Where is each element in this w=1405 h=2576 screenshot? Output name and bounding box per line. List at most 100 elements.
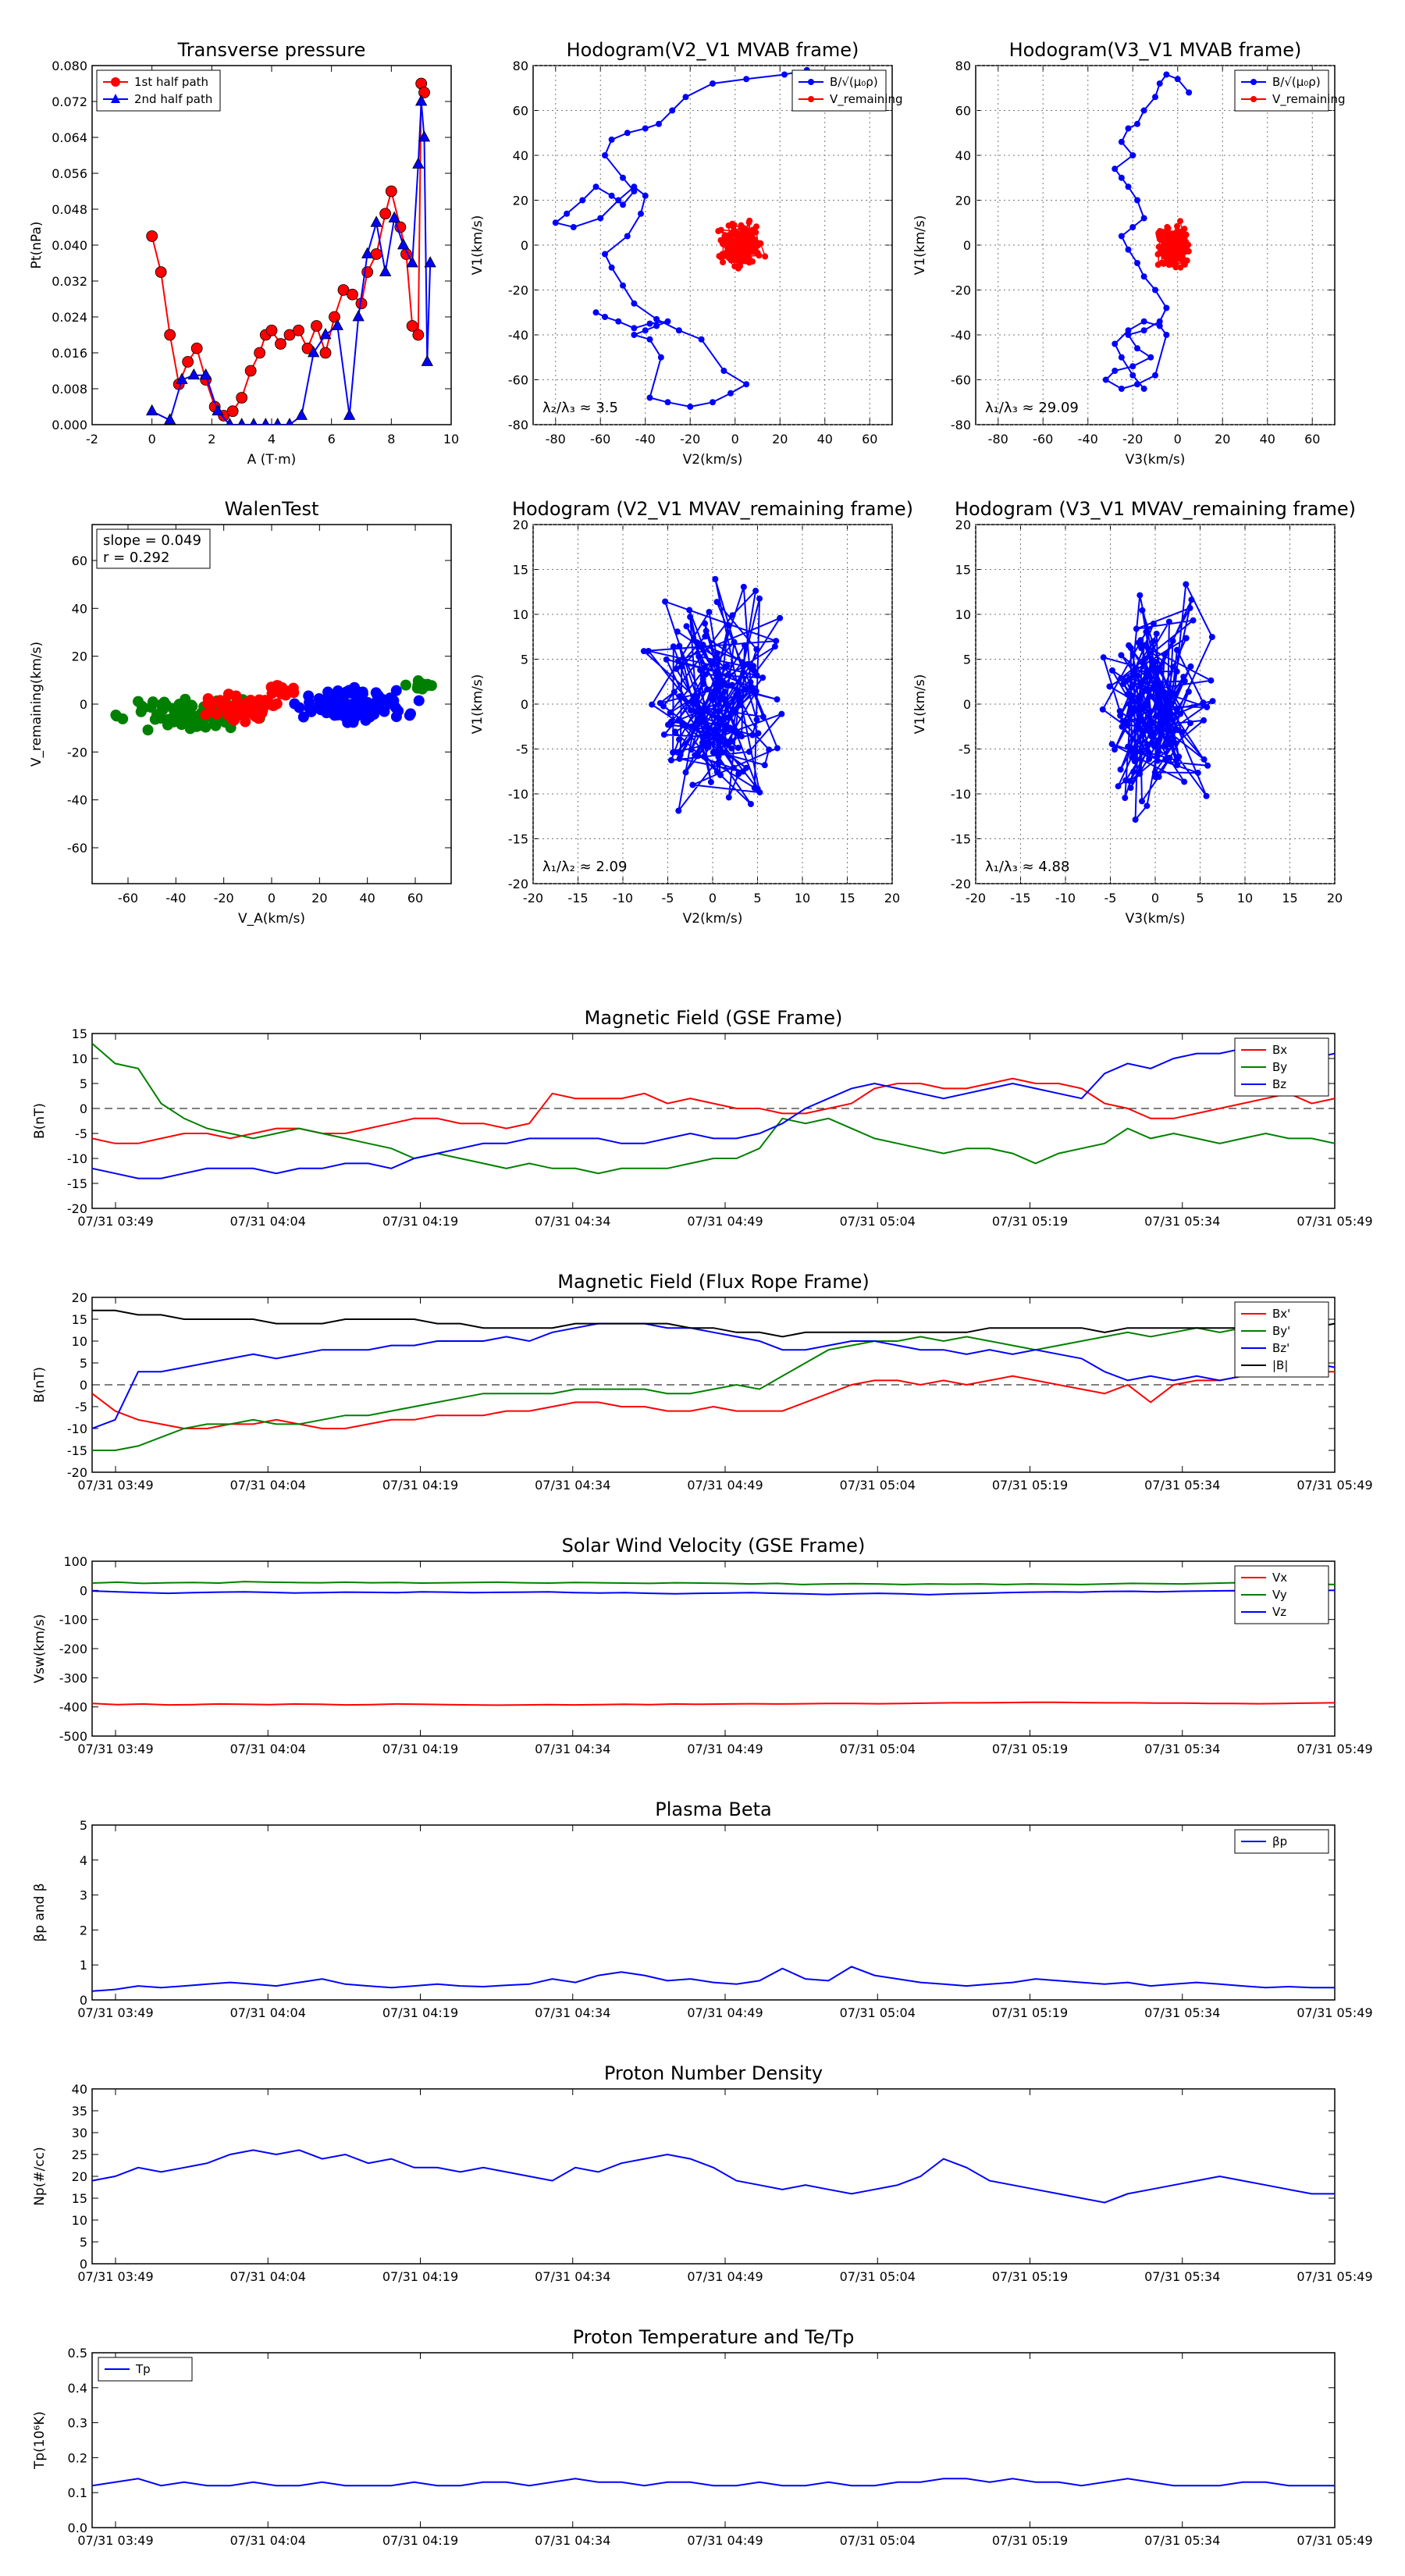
y-axis-label: V1(km/s) bbox=[470, 215, 486, 276]
data-point bbox=[734, 233, 741, 240]
y-axis-label: V_remaining(km/s) bbox=[29, 642, 44, 767]
data-point bbox=[631, 325, 638, 332]
data-point bbox=[662, 598, 669, 605]
data-point bbox=[237, 418, 246, 425]
chart-6: Magnetic Field (GSE Frame) -20 -15 -10 -5 0 5 1… bbox=[32, 1007, 1373, 1229]
data-point bbox=[1155, 749, 1162, 756]
series-line bbox=[92, 2149, 1335, 2204]
data-point bbox=[1170, 738, 1177, 745]
data-point bbox=[1163, 304, 1170, 311]
data-point bbox=[1181, 778, 1188, 785]
x-tick-label: 10 bbox=[443, 432, 459, 447]
x-tick-label: 07/31 04:34 bbox=[535, 1478, 610, 1493]
data-point bbox=[1188, 596, 1195, 603]
y-tick-label: 40 bbox=[955, 148, 971, 163]
y-axis-label: Tp(10⁶K) bbox=[32, 2411, 48, 2470]
data-point bbox=[1152, 286, 1158, 294]
data-point bbox=[155, 266, 167, 278]
data-point bbox=[162, 714, 174, 726]
y-tick-label: -10 bbox=[951, 787, 971, 802]
data-point bbox=[759, 674, 767, 681]
x-tick-label: 40 bbox=[817, 432, 833, 447]
legend-label: 2nd half path bbox=[134, 92, 212, 106]
data-point bbox=[695, 703, 702, 710]
data-point bbox=[1133, 625, 1140, 632]
data-point bbox=[723, 714, 730, 721]
y-tick-label: 60 bbox=[955, 104, 971, 119]
x-tick-label: 07/31 05:19 bbox=[992, 2269, 1068, 2284]
chart-5: Hodogram (V3_V1 MVAV_remaining frame) -20… bbox=[912, 498, 1356, 927]
x-tick-label: 07/31 03:49 bbox=[77, 2005, 153, 2020]
chart-title: Hodogram (V3_V1 MVAV_remaining frame) bbox=[955, 498, 1356, 520]
y-tick-label: -60 bbox=[951, 373, 971, 388]
data-point bbox=[676, 642, 683, 649]
plot-area bbox=[92, 1043, 1335, 1179]
data-point bbox=[1154, 757, 1161, 764]
data-point bbox=[670, 688, 678, 696]
data-point bbox=[1148, 693, 1155, 700]
y-tick-label: 10 bbox=[72, 1051, 87, 1066]
chart-9: Plasma Beta 0 1 2 3 4 5 07/31 03:49 07/31 04:04 0… bbox=[32, 1799, 1373, 2020]
y-tick-label: 0.064 bbox=[52, 130, 87, 145]
series-line bbox=[151, 83, 425, 417]
series-line bbox=[92, 1371, 1335, 1429]
data-point bbox=[1204, 762, 1211, 769]
data-point bbox=[1159, 251, 1166, 258]
y-tick-label: -200 bbox=[59, 1642, 87, 1656]
x-tick-label: 20 bbox=[1327, 891, 1343, 906]
data-point bbox=[226, 418, 234, 425]
data-point bbox=[737, 702, 744, 709]
chart-title: WalenTest bbox=[225, 498, 319, 520]
x-tick-label: 07/31 04:19 bbox=[382, 1214, 458, 1229]
data-point bbox=[754, 785, 761, 792]
data-point bbox=[672, 728, 679, 735]
data-point bbox=[602, 251, 608, 258]
data-point bbox=[236, 392, 248, 404]
data-point bbox=[748, 683, 755, 690]
legend-marker bbox=[1250, 79, 1257, 85]
y-tick-label: 15 bbox=[513, 563, 528, 578]
legend-label: Bx bbox=[1272, 1043, 1287, 1057]
y-tick-label: 0.0 bbox=[68, 2521, 87, 2535]
plot-frame bbox=[91, 2352, 1336, 2528]
y-tick-label: 0.3 bbox=[68, 2416, 87, 2431]
y-tick-label: 25 bbox=[72, 2147, 87, 2162]
x-tick-label: 40 bbox=[359, 891, 375, 906]
data-point bbox=[631, 188, 638, 194]
data-point bbox=[771, 643, 778, 650]
data-point bbox=[1134, 120, 1140, 127]
data-point bbox=[1118, 354, 1125, 361]
data-point bbox=[390, 685, 402, 696]
x-tick-label: 07/31 04:34 bbox=[535, 2533, 610, 2548]
data-point bbox=[731, 639, 738, 646]
x-tick-label: -20 bbox=[680, 432, 700, 447]
data-point bbox=[753, 716, 760, 723]
data-point bbox=[713, 599, 720, 606]
x-tick-label: -40 bbox=[635, 432, 656, 447]
data-point bbox=[1144, 687, 1151, 694]
data-point bbox=[710, 749, 717, 756]
data-point bbox=[730, 764, 737, 771]
y-tick-label: -100 bbox=[59, 1613, 87, 1628]
data-point bbox=[724, 662, 731, 669]
x-tick-label: 20 bbox=[311, 891, 327, 906]
data-point bbox=[145, 404, 158, 416]
x-tick-label: -40 bbox=[1078, 432, 1098, 447]
data-point bbox=[660, 731, 667, 738]
legend: βp bbox=[1234, 1829, 1329, 1854]
data-point bbox=[752, 587, 759, 594]
annotation-text: λ₁/λ₃ ≈ 29.09 bbox=[985, 400, 1079, 416]
legend-marker bbox=[1250, 96, 1257, 102]
data-point bbox=[212, 404, 224, 416]
data-point bbox=[1158, 259, 1165, 266]
y-tick-label: -15 bbox=[951, 832, 971, 847]
x-tick-label: 07/31 04:04 bbox=[230, 2533, 306, 2548]
data-point bbox=[1154, 690, 1161, 697]
data-point bbox=[1161, 651, 1168, 658]
data-point bbox=[413, 695, 425, 706]
data-point bbox=[646, 394, 653, 401]
x-tick-label: 07/31 04:19 bbox=[382, 2269, 458, 2284]
data-point bbox=[228, 700, 240, 712]
data-point bbox=[608, 136, 615, 143]
data-point bbox=[297, 711, 309, 723]
